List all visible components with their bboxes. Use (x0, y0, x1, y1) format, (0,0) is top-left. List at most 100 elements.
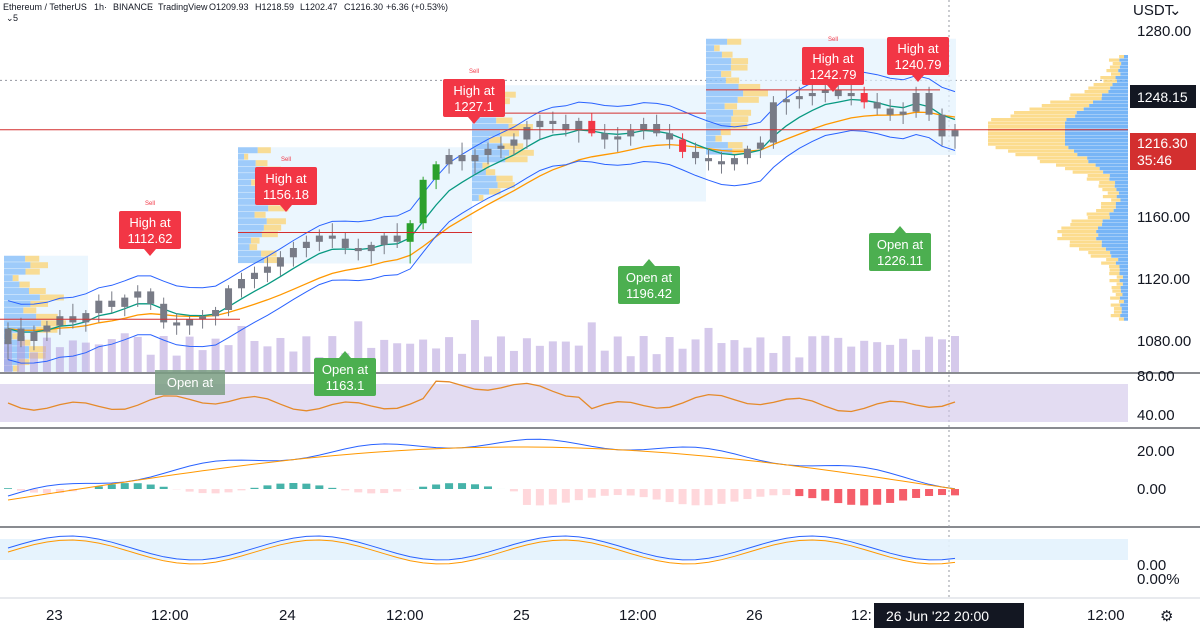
header-symbol[interactable]: Ethereum / TetherUS (3, 2, 87, 12)
profile-bin (1072, 170, 1104, 174)
macd-histogram-bar (769, 489, 778, 496)
profile-bin (264, 257, 282, 263)
annotation-line2: 1112.62 (127, 231, 172, 246)
currency-label[interactable]: USDT (1133, 2, 1174, 19)
macd-histogram-bar (548, 489, 557, 505)
crosshair-price: 1248.15 (1137, 89, 1188, 105)
profile-bin (1115, 205, 1128, 209)
chart-header[interactable]: Ethereum / TetherUS · 1h · BINANCE · Tra… (3, 2, 448, 23)
profile-bin (1119, 272, 1128, 276)
profile-bin (238, 160, 256, 167)
rsi-pane[interactable] (0, 380, 1128, 422)
macd-histogram-bar (899, 489, 908, 501)
volume-bar (276, 337, 285, 372)
candle-body (250, 272, 258, 279)
annotation-box (869, 233, 931, 271)
profile-bin (1096, 230, 1128, 234)
profile-bin (1102, 195, 1117, 199)
profile-bin (1065, 139, 1128, 143)
macd-histogram-bar (626, 489, 635, 496)
macd-histogram-bar (574, 489, 583, 501)
profile-bin (238, 205, 269, 212)
rsi-line (7, 380, 956, 413)
profile-bin (737, 96, 759, 103)
profile-bin (1115, 261, 1128, 265)
annotation-pointer (643, 259, 655, 266)
macd-histogram-bar (756, 489, 765, 497)
profile-bin (1110, 296, 1120, 300)
annotation-line1: Open at (322, 362, 369, 377)
profile-bin (1099, 167, 1128, 171)
profile-bin (1111, 72, 1121, 76)
candle-body (432, 164, 440, 180)
profile-bin (39, 294, 64, 301)
macd-histogram-bar (224, 489, 233, 493)
volume-bar (678, 348, 687, 372)
profile-bin (472, 124, 509, 130)
annotation-box (887, 37, 949, 75)
profile-bin (238, 257, 265, 263)
profile-bin (721, 71, 732, 77)
header-change: +6.36 (+0.53%) (386, 2, 448, 12)
time-label: 12:00 (151, 607, 189, 624)
profile-bin (1120, 286, 1128, 290)
candlestick-series[interactable] (4, 77, 959, 360)
volume-bar (691, 339, 700, 372)
macd-histogram-bar (691, 489, 700, 506)
profile-bin (263, 224, 282, 231)
profile-bin (1086, 177, 1110, 181)
time-label: 12:00 (386, 607, 424, 624)
annotation-line1: High at (812, 51, 854, 66)
profile-bin (1116, 79, 1128, 83)
profile-bin (472, 162, 483, 169)
profile-bin (249, 244, 258, 251)
profile-bin (1120, 289, 1128, 293)
stoch-pane[interactable] (0, 535, 1128, 565)
annotation-pointer (468, 117, 480, 124)
volume-bar (354, 321, 363, 372)
gear-icon[interactable]: ⚙ (1160, 608, 1173, 625)
price-axis[interactable]: USDT ⌄ 1280.001240.001200.001160.001120.… (1130, 2, 1196, 350)
profile-bin (706, 116, 732, 123)
annotation-box (155, 370, 225, 395)
volume-bar (42, 337, 51, 372)
profile-bin (255, 160, 268, 167)
stoch-d-line (7, 539, 956, 565)
profile-bin (1118, 300, 1124, 304)
profile-bin (489, 188, 501, 195)
annotation-pointer (827, 85, 839, 92)
profile-bin (1070, 93, 1103, 97)
chevron-down-icon[interactable]: ⌄ (1169, 2, 1182, 19)
macd-pane[interactable] (4, 438, 959, 506)
macd-histogram-bar (509, 489, 518, 492)
profile-bin (720, 129, 731, 136)
profile-bin (730, 122, 748, 129)
profile-bin (1119, 296, 1128, 300)
macd-histogram-bar (354, 489, 363, 493)
candle-body (341, 238, 349, 248)
time-label: 24 (279, 607, 296, 624)
profile-bin (497, 182, 515, 189)
annotation-line1: Open at (626, 270, 673, 285)
profile-bin (1074, 149, 1128, 153)
profile-bin (1119, 268, 1128, 272)
volume-bar (445, 337, 454, 372)
macd-tick: 0.00 (1137, 481, 1166, 498)
annotation-box (255, 167, 317, 205)
macd-histogram-bar (367, 489, 376, 494)
profile-bin (1120, 72, 1128, 76)
profile-bin (1109, 212, 1128, 216)
header-interval[interactable]: 1h (94, 2, 104, 12)
macd-histogram-bar (808, 489, 817, 499)
candle-body (445, 155, 453, 165)
last-price: 1216.30 (1137, 135, 1188, 151)
volume-bar (496, 336, 505, 372)
profile-bin (1065, 142, 1128, 146)
volume-bar (782, 336, 791, 372)
profile-bin (1077, 153, 1128, 157)
sell-label: Sell (469, 69, 479, 75)
time-axis[interactable]: 23 12:00 24 12:00 25 12:00 26 12: 26 Jun… (0, 597, 1200, 628)
